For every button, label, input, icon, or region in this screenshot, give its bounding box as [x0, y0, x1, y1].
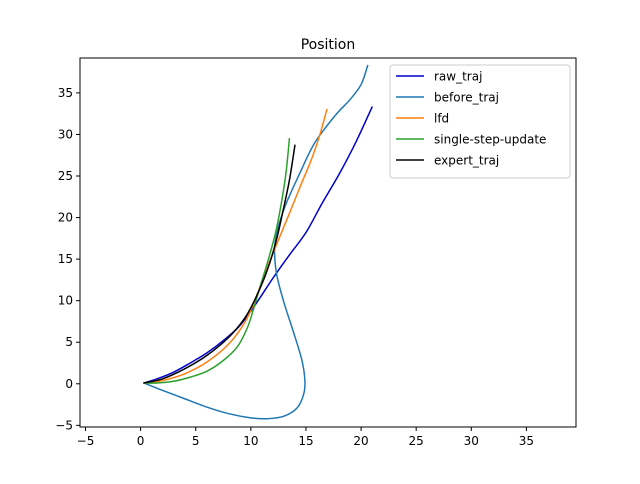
y-tick-label: −5 [55, 418, 73, 432]
x-tick-label: −5 [77, 434, 95, 448]
legend-box [389, 64, 571, 179]
y-tick-label: 10 [58, 294, 73, 308]
y-tick-label: 25 [58, 169, 73, 183]
y-tick-label: 30 [58, 127, 73, 141]
y-axis: −5 0 5 10 15 20 25 30 35 [55, 86, 80, 432]
y-tick-label: 35 [58, 86, 73, 100]
y-tick-label: 20 [58, 211, 73, 225]
legend-label-single-step-update: single-step-update [434, 133, 546, 147]
x-tick-label: 35 [519, 434, 534, 448]
series-line-expert_traj [143, 144, 296, 384]
legend-label-before_traj: before_traj [434, 91, 499, 105]
legend-label-lfd: lfd [434, 112, 449, 126]
plot-area [143, 64, 373, 420]
y-tick-label: 5 [65, 335, 73, 349]
y-tick-label: 0 [65, 377, 73, 391]
plot-frame [79, 57, 577, 428]
x-tick-label: 20 [353, 434, 368, 448]
legend-label-expert_traj: expert_traj [434, 154, 499, 168]
legend-label-raw_traj: raw_traj [434, 70, 482, 84]
x-axis: −5 0 5 10 15 20 25 30 35 [77, 427, 534, 448]
chart-title: Position [301, 37, 356, 53]
x-tick-label: 15 [298, 434, 313, 448]
x-tick-label: 30 [464, 434, 479, 448]
y-tick-label: 15 [58, 252, 73, 266]
x-tick-label: 0 [137, 434, 145, 448]
series-line-single-step-update [143, 137, 291, 384]
series-line-before_traj [143, 64, 369, 420]
series-line-lfd [143, 108, 328, 384]
series-line-raw_traj [143, 106, 373, 384]
x-tick-label: 25 [409, 434, 424, 448]
x-tick-label: 10 [243, 434, 258, 448]
x-tick-label: 5 [192, 434, 200, 448]
